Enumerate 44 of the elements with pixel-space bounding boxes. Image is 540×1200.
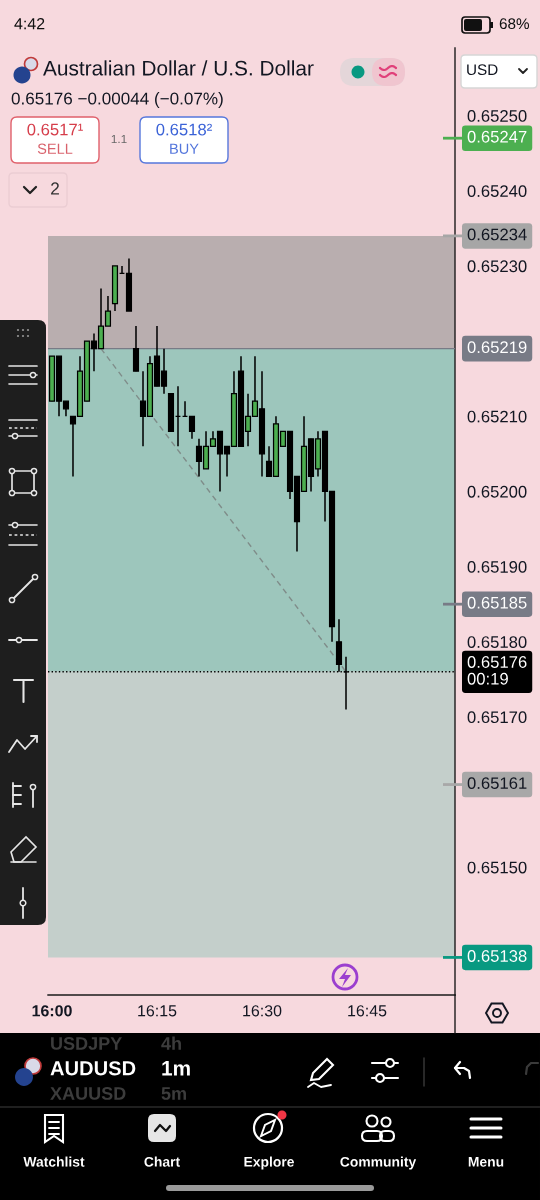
- text: Chart: [144, 1156, 180, 1167]
- ref-line-label: 0.65185: [467, 596, 527, 609]
- ref-line-label: 0.65161: [467, 777, 527, 790]
- text: XAUUSD: [50, 1087, 126, 1100]
- ref-line-label: 0.65234: [467, 228, 527, 241]
- x-tick-label: 16:45: [348, 1005, 387, 1017]
- x-tick-label: 16:00: [32, 1005, 72, 1017]
- text: Explore: [244, 1156, 294, 1170]
- x-tick-label: 16:15: [138, 1005, 177, 1017]
- y-tick-label: 0.65240: [467, 185, 527, 197]
- ref-line-label: 0.65247: [467, 130, 527, 143]
- text: AUDUSD: [50, 1061, 136, 1076]
- y-tick-label: 0.65230: [467, 260, 527, 273]
- text: 1m: [162, 1061, 190, 1076]
- ref-line-label: 0.65138: [467, 950, 527, 962]
- annotation: BUY: [170, 143, 199, 154]
- y-tick-label: 0.65210: [467, 410, 527, 423]
- y-tick-label: 0.65200: [467, 485, 527, 498]
- y-tick-label: 0.65250: [467, 110, 527, 122]
- candlestick: [132, 325, 140, 372]
- x-tick-label: 16:30: [243, 1005, 282, 1017]
- chart-title: Australian Dollar / U.S. Dollar: [43, 60, 314, 76]
- y-tick-label: 0.65150: [467, 861, 527, 874]
- text: 0.65176 −0.00044 (−0.07%): [11, 92, 223, 108]
- text: 4:42: [14, 17, 45, 30]
- text: 68%: [499, 18, 530, 30]
- annotation: 1.1: [111, 134, 127, 144]
- y-tick-label: 0.65180: [467, 636, 527, 648]
- text: Watchlist: [23, 1156, 85, 1167]
- text: 4h: [161, 1036, 181, 1050]
- text: USD: [467, 64, 498, 76]
- ref-line-label: 0.65176 00:19: [467, 656, 527, 685]
- text: Menu: [468, 1157, 504, 1167]
- text: Community: [340, 1156, 417, 1170]
- y-tick-label: 0.65190: [467, 561, 527, 573]
- ref-line-label: 0.65219: [467, 341, 527, 354]
- text: 5m: [161, 1087, 186, 1100]
- candlestick: [188, 415, 196, 440]
- annotation: 0.6518²: [156, 123, 212, 136]
- annotation: SELL: [37, 143, 73, 154]
- text: USDJPY: [51, 1037, 122, 1050]
- annotation: 0.6517¹: [27, 123, 83, 136]
- y-tick-label: 0.65170: [467, 711, 527, 724]
- annotation: 2: [51, 182, 59, 195]
